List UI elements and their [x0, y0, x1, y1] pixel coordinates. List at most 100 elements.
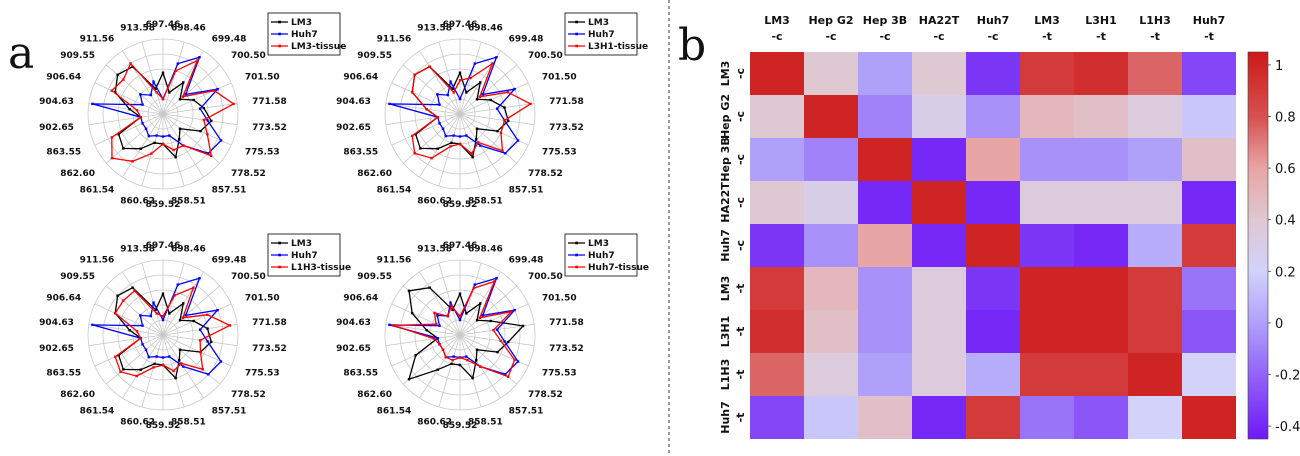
- heatmap-cell: [750, 138, 804, 181]
- spoke-label: 909.55: [357, 51, 392, 61]
- radar-spoke: [106, 113, 164, 164]
- radar-spoke: [141, 41, 164, 115]
- spoke-label: 857.51: [212, 407, 247, 417]
- spoke-label: 771.58: [549, 97, 584, 107]
- legend-marker: [278, 253, 281, 257]
- heatmap-cell: [858, 353, 912, 396]
- spoke-label: 778.52: [528, 390, 563, 400]
- series-point: [509, 310, 513, 313]
- spoke-label: 909.55: [357, 272, 392, 282]
- spoke-label: 699.48: [509, 255, 544, 265]
- series-point: [430, 156, 433, 160]
- spoke-label: 771.58: [549, 318, 584, 328]
- series-point: [479, 302, 482, 305]
- series-point: [475, 359, 478, 362]
- series-point: [444, 355, 448, 359]
- series-point: [168, 91, 171, 94]
- series-point: [198, 107, 202, 110]
- series-point: [174, 376, 177, 380]
- heatmap-cell: [1128, 353, 1182, 396]
- heatmap-cell: [1020, 310, 1074, 353]
- series-point: [139, 368, 142, 371]
- series-point: [161, 315, 165, 318]
- series-point: [147, 355, 151, 359]
- heatmap-cell: [804, 181, 858, 224]
- heatmap-row-suffix: -c: [734, 111, 747, 122]
- heatmap-col-label: LM3: [764, 14, 790, 27]
- series-point: [153, 141, 156, 144]
- heatmap-cell: [1020, 353, 1074, 396]
- series-point: [155, 91, 158, 94]
- radar-spoke: [459, 285, 517, 336]
- heatmap-cell: [804, 396, 858, 439]
- series-point: [135, 109, 139, 112]
- series-point: [444, 134, 448, 138]
- heatmap-cell: [1020, 181, 1074, 224]
- heatmap-cell: [1074, 138, 1128, 181]
- series-point: [114, 90, 117, 94]
- series-point: [495, 56, 498, 59]
- series-point: [182, 144, 185, 147]
- spoke-label: 771.58: [252, 318, 287, 328]
- series-point: [411, 90, 414, 94]
- radar-spoke: [438, 262, 461, 336]
- series-point: [139, 93, 142, 96]
- spoke-label: 697.46: [146, 241, 181, 251]
- heatmap-cell: [1020, 138, 1074, 181]
- radar-spoke: [391, 82, 461, 115]
- series-point: [122, 147, 125, 150]
- series-point: [507, 340, 510, 344]
- heatmap-col-suffix: -c: [771, 30, 782, 43]
- heatmap-cell: [1128, 267, 1182, 310]
- series-point: [449, 301, 452, 304]
- spoke-label: 773.52: [252, 123, 287, 133]
- spoke-label: 913.58: [120, 24, 155, 34]
- spoke-label: 859.52: [146, 421, 181, 431]
- series-point: [176, 62, 179, 65]
- series-point: [133, 289, 136, 293]
- series-point: [496, 350, 499, 354]
- heatmap-col-label: Huh7: [1193, 14, 1226, 27]
- heatmap-row-label: Huh7: [719, 229, 732, 262]
- heatmap-cell: [1128, 181, 1182, 224]
- legend-marker: [278, 20, 281, 24]
- series-point: [128, 328, 131, 332]
- spoke-label: 906.64: [46, 73, 81, 83]
- series-point: [504, 152, 507, 155]
- heatmap-col-suffix: -t: [1204, 30, 1214, 43]
- legend-marker: [575, 20, 578, 24]
- series-point: [180, 362, 183, 365]
- heatmap-cell: [750, 224, 804, 267]
- heatmap-cell: [804, 224, 858, 267]
- series-point: [491, 62, 494, 65]
- series-point: [407, 289, 411, 292]
- series-point: [388, 102, 391, 106]
- heatmap-col-label: Hep G2: [808, 14, 853, 27]
- spoke-label: 913.58: [120, 245, 155, 255]
- series-point: [391, 324, 395, 327]
- series-point: [450, 305, 453, 308]
- radar-spoke: [122, 271, 164, 336]
- series-point: [495, 277, 498, 280]
- spoke-label: 775.53: [542, 147, 577, 157]
- heatmap-row-label: Hep 3B: [719, 137, 732, 181]
- heatmap-cell: [1020, 95, 1074, 138]
- radar-spoke: [162, 64, 220, 115]
- spoke-label: 778.52: [231, 169, 266, 179]
- heatmap-cell: [1128, 224, 1182, 267]
- heatmap-cell: [966, 52, 1020, 95]
- spoke-label: 778.52: [528, 169, 563, 179]
- series-point: [419, 147, 422, 150]
- heatmap-cell: [1074, 181, 1128, 224]
- heatmap-cell: [1020, 224, 1074, 267]
- series-point: [199, 350, 202, 354]
- heatmap-cell: [966, 353, 1020, 396]
- series-point: [178, 319, 182, 322]
- series-point: [173, 294, 176, 297]
- spoke-label: 698.46: [468, 24, 503, 34]
- series-point: [131, 160, 134, 163]
- series-point: [475, 98, 479, 101]
- legend-marker: [575, 32, 578, 36]
- series-point: [499, 131, 503, 134]
- radar-spoke: [385, 323, 461, 336]
